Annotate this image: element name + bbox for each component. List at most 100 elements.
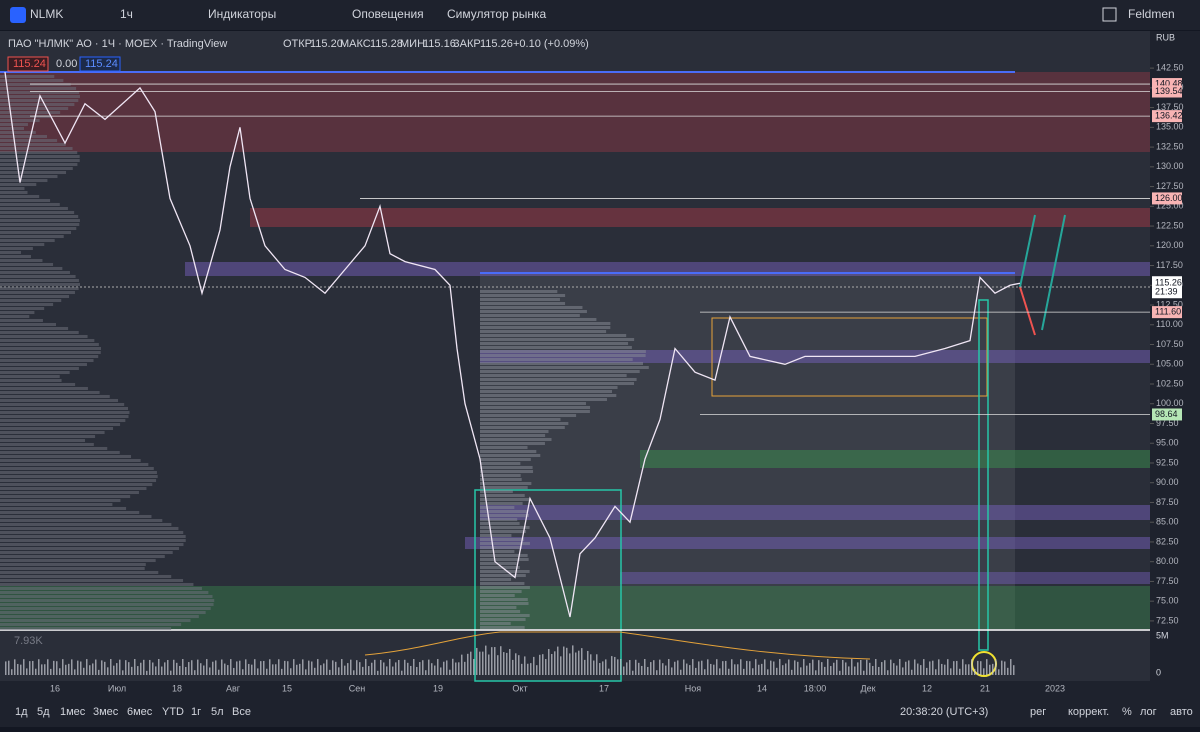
replay[interactable]: Симулятор рынка (447, 7, 546, 21)
volume-bar (206, 659, 208, 675)
percent[interactable]: % (1122, 706, 1132, 718)
volume-bar (848, 666, 850, 675)
volume-bar (707, 659, 709, 675)
legend-change: +0.10 (+0.09%) (513, 38, 589, 50)
volume-bar (371, 662, 373, 675)
y-tick-label: 130.00 (1156, 161, 1184, 171)
arrow (1041, 214, 1066, 331)
volume-bar (989, 664, 991, 675)
user[interactable]: Feldmen (1128, 7, 1175, 21)
volume-bar (146, 670, 148, 675)
volume-bar (539, 654, 541, 675)
volume-bar (419, 662, 421, 675)
price-line (4, 72, 1021, 618)
volume-bar (209, 667, 211, 675)
range-button[interactable]: 1г (191, 706, 201, 718)
volume-bar (797, 661, 799, 675)
profile-bar (0, 147, 73, 150)
adjust[interactable]: коррект. (1068, 706, 1109, 718)
volume-bar (302, 659, 304, 675)
volume-bar (671, 667, 673, 675)
profile-bar (0, 451, 120, 454)
volume-bar (662, 663, 664, 675)
range-button[interactable]: 3мес (93, 706, 119, 718)
session[interactable]: рег (1030, 706, 1046, 718)
range-button[interactable]: 1мес (60, 706, 86, 718)
log[interactable]: лог (1140, 706, 1157, 718)
range-button[interactable]: 5л (211, 706, 224, 718)
volume-bar (692, 659, 694, 675)
volume-bar (824, 666, 826, 675)
volume-bar (29, 661, 31, 675)
arrow (1019, 214, 1036, 288)
volume-bar (686, 663, 688, 675)
profile-bar (480, 306, 583, 309)
level-badge (1152, 110, 1182, 123)
range-button[interactable]: YTD (162, 706, 184, 718)
indicators[interactable]: Индикаторы (208, 7, 276, 21)
volume-bar (122, 670, 124, 675)
symbol[interactable]: NLMK (30, 7, 63, 21)
volume-bar (632, 670, 634, 675)
volume-bar (920, 665, 922, 675)
volume-bar (560, 656, 562, 675)
profile-bar (0, 215, 79, 218)
time-label: 21 (980, 683, 990, 693)
volume-bar (734, 664, 736, 675)
profile-bar (0, 243, 45, 246)
profile-bar (0, 375, 60, 378)
volume-bar (941, 663, 943, 675)
profile-bar (480, 398, 607, 401)
volume-bar (533, 656, 535, 675)
volume-bar (443, 661, 445, 675)
profile-bar (480, 430, 549, 433)
time-label: Дек (860, 683, 875, 693)
volume-bar (497, 655, 499, 675)
profile-bar (0, 423, 121, 426)
volume-bar (14, 659, 16, 675)
volume-bar (869, 662, 871, 675)
checkbox[interactable] (1102, 7, 1117, 22)
profile-bar (0, 135, 48, 138)
volume-bar (677, 660, 679, 675)
volume-bar (404, 659, 406, 675)
volume-bar (470, 651, 472, 675)
range-button[interactable]: 6мес (127, 706, 153, 718)
profile-bar (480, 466, 533, 469)
profile-bar (480, 494, 525, 497)
profile-bar (0, 123, 28, 126)
volume-bar (758, 664, 760, 675)
profile-bar (480, 534, 512, 537)
volume-bar (731, 659, 733, 675)
range-button[interactable]: Все (232, 706, 251, 718)
toolbar (0, 0, 1200, 30)
profile-bar (480, 382, 635, 385)
profile-bar (0, 511, 140, 514)
volume-bar (449, 669, 451, 675)
profile-bar (480, 518, 518, 521)
range-box (474, 489, 622, 682)
y-tick-label: 77.50 (1156, 576, 1179, 586)
volume-bar (86, 659, 88, 675)
volume-bar (242, 669, 244, 675)
alerts[interactable]: Оповещения (352, 7, 424, 21)
profile-bar (0, 547, 180, 550)
interval[interactable]: 1ч (120, 7, 133, 21)
volume-bar (917, 663, 919, 675)
volume-bar (620, 659, 622, 675)
volume-bar (176, 662, 178, 675)
profile-bar (0, 339, 95, 342)
volume-bar (503, 652, 505, 675)
range-button[interactable]: 1д (15, 706, 28, 718)
profile-bar (0, 347, 101, 350)
volume-bar (803, 659, 805, 675)
volume-bar (428, 659, 430, 675)
volume-bar (875, 659, 877, 675)
profile-bar (0, 503, 113, 506)
profile-bar (480, 578, 512, 581)
range-box (978, 299, 989, 651)
range-button[interactable]: 5д (37, 706, 50, 718)
volume-bar (986, 659, 988, 675)
volume-bar (407, 662, 409, 675)
auto[interactable]: авто (1170, 706, 1193, 718)
